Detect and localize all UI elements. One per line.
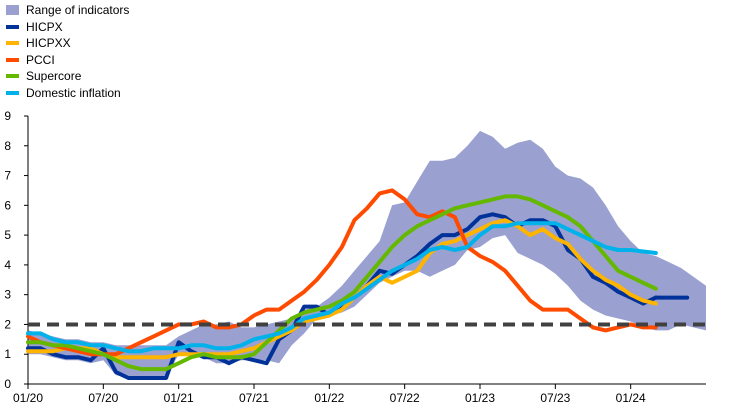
x-tick-label: 01/23 bbox=[465, 391, 495, 405]
y-tick-label: 7 bbox=[4, 169, 11, 183]
legend-swatch bbox=[6, 57, 19, 62]
series-line-supercore bbox=[26, 194, 658, 372]
legend-label: PCCI bbox=[26, 52, 55, 67]
y-tick-label: 8 bbox=[4, 139, 11, 153]
series-line-pcci bbox=[26, 188, 658, 357]
y-tick-label: 0 bbox=[4, 377, 11, 391]
legend-item-hicpxx: HICPXX bbox=[6, 35, 129, 52]
y-tick-label: 6 bbox=[4, 198, 11, 212]
legend-item-supercore: Supercore bbox=[6, 68, 129, 85]
legend-item-range: Range of indicators bbox=[6, 2, 129, 19]
y-tick-label: 4 bbox=[4, 258, 11, 272]
legend-label: HICPXX bbox=[26, 36, 71, 51]
legend: Range of indicators HICPX HICPXX PCCI Super… bbox=[6, 2, 129, 101]
legend-swatch bbox=[6, 90, 19, 95]
x-tick-label: 07/20 bbox=[88, 391, 118, 405]
x-tick-label: 07/22 bbox=[390, 391, 420, 405]
legend-item-domestic-inflation: Domestic inflation bbox=[6, 85, 129, 102]
x-tick-label: 01/24 bbox=[616, 391, 646, 405]
y-tick-label: 2 bbox=[4, 317, 11, 331]
x-tick-label: 07/21 bbox=[239, 391, 269, 405]
range-band bbox=[28, 130, 706, 378]
x-tick-label: 01/22 bbox=[314, 391, 344, 405]
legend-swatch bbox=[6, 74, 19, 79]
legend-label: Domestic inflation bbox=[26, 85, 121, 100]
x-tick-label: 07/23 bbox=[540, 391, 570, 405]
series-line-hicpxx bbox=[26, 218, 658, 360]
x-tick-label: 01/20 bbox=[13, 391, 43, 405]
legend-swatch-range bbox=[6, 5, 19, 16]
legend-item-hicpx: HICPX bbox=[6, 19, 129, 36]
series-line-domestic-inflation bbox=[26, 221, 658, 354]
y-tick-label: 1 bbox=[4, 347, 11, 361]
legend-label-range: Range of indicators bbox=[26, 3, 130, 18]
legend-swatch bbox=[6, 24, 19, 29]
y-tick-label: 5 bbox=[4, 228, 11, 242]
legend-item-pcci: PCCI bbox=[6, 52, 129, 69]
y-tick-label: 3 bbox=[4, 288, 11, 302]
x-tick-label: 01/21 bbox=[164, 391, 194, 405]
legend-swatch bbox=[6, 41, 19, 46]
legend-label: HICPX bbox=[26, 19, 63, 34]
legend-label: Supercore bbox=[26, 69, 82, 84]
y-tick-label: 9 bbox=[4, 109, 11, 123]
